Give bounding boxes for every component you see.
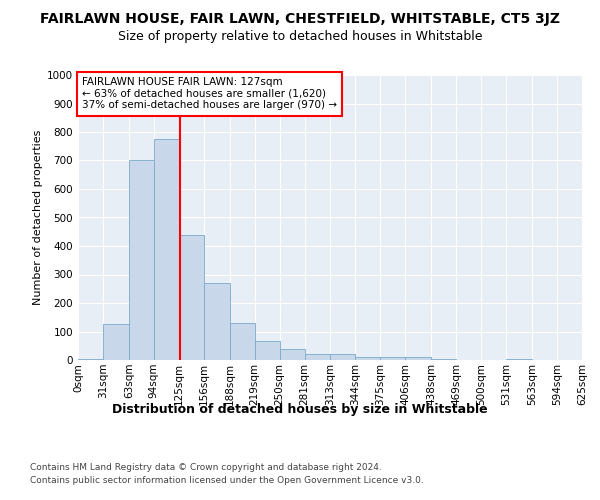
- Bar: [506, 358, 532, 360]
- Text: Contains public sector information licensed under the Open Government Licence v3: Contains public sector information licen…: [30, 476, 424, 485]
- Bar: [254, 340, 280, 360]
- Bar: [406, 357, 431, 360]
- Text: Contains HM Land Registry data © Crown copyright and database right 2024.: Contains HM Land Registry data © Crown c…: [30, 462, 382, 471]
- Text: Size of property relative to detached houses in Whitstable: Size of property relative to detached ho…: [118, 30, 482, 43]
- Bar: [78, 358, 103, 360]
- Bar: [331, 354, 355, 360]
- Bar: [280, 350, 305, 360]
- Bar: [431, 358, 456, 360]
- Text: FAIRLAWN HOUSE FAIR LAWN: 127sqm
← 63% of detached houses are smaller (1,620)
37: FAIRLAWN HOUSE FAIR LAWN: 127sqm ← 63% o…: [82, 78, 337, 110]
- Text: FAIRLAWN HOUSE, FAIR LAWN, CHESTFIELD, WHITSTABLE, CT5 3JZ: FAIRLAWN HOUSE, FAIR LAWN, CHESTFIELD, W…: [40, 12, 560, 26]
- Bar: [179, 235, 204, 360]
- Bar: [129, 160, 154, 360]
- Bar: [204, 283, 230, 360]
- Bar: [380, 357, 406, 360]
- Bar: [103, 324, 129, 360]
- Bar: [305, 354, 331, 360]
- Bar: [230, 323, 254, 360]
- Text: Distribution of detached houses by size in Whitstable: Distribution of detached houses by size …: [112, 402, 488, 415]
- Bar: [154, 139, 179, 360]
- Y-axis label: Number of detached properties: Number of detached properties: [33, 130, 43, 305]
- Bar: [355, 357, 380, 360]
